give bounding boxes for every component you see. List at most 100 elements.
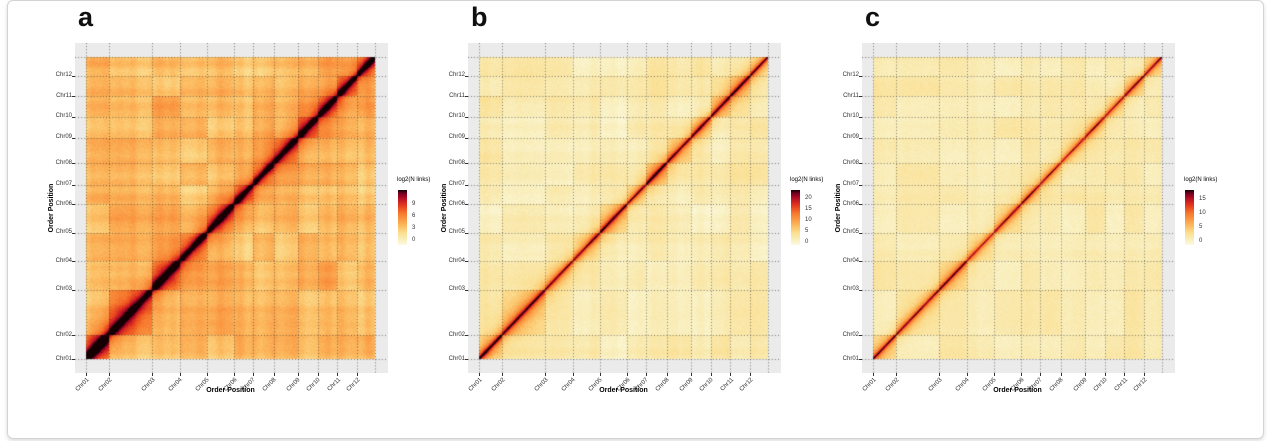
x-tick-mark [690,373,692,376]
y-tick-label: Chr08 [448,159,465,166]
x-tick-mark [337,373,339,376]
y-tick-label: Chr10 [55,113,72,120]
legend-tick-label: 3 [412,225,416,231]
legend-title-a: log2(N links) [397,177,431,183]
x-axis-title-a: Order Position [206,387,255,394]
x-tick-mark [108,373,110,376]
y-tick-label: Chr07 [448,181,465,188]
hic-heatmap-a [75,43,388,373]
panel-label-a: a [78,2,94,32]
y-tick-label: Chr12 [55,72,72,79]
legend-colorbar-b [791,190,800,245]
y-tick-label: Chr05 [55,229,72,236]
x-tick-mark [545,373,547,376]
panel-c: c Chr01 Chr01 Chr02 Chr02 Chr03 Chr03 Chr04 Chr… [827,0,1225,441]
legend-title-c: log2(N links) [1184,177,1218,183]
y-tick-label: Chr02 [842,331,859,338]
x-tick-mark [966,373,968,376]
x-tick-mark [666,373,668,376]
legend-tick-label: 10 [1199,210,1206,217]
y-tick-label: Chr09 [448,134,465,141]
x-tick-mark [895,373,897,376]
x-tick-mark [1039,373,1041,376]
panel-label-c: c [865,2,881,32]
x-tick-mark [1060,373,1062,376]
legend-tick-label: 0 [1199,238,1203,245]
y-tick-label: Chr09 [842,134,859,141]
y-tick-label: Chr08 [55,159,72,166]
hic-heatmap-b [468,43,781,373]
y-tick-label: Chr10 [842,113,859,120]
y-tick-label: Chr10 [448,113,465,120]
legend-tick-label: 5 [1199,224,1203,231]
legend-tick-label: 15 [805,206,812,213]
x-tick-mark [750,373,752,376]
legend-colorbar-a [398,190,407,245]
legend-title-b: log2(N links) [790,177,824,183]
x-axis-title-c: Order Position [993,387,1042,394]
x-tick-mark [317,373,319,376]
y-axis-title-a: Order Position [48,183,55,233]
panel-b: b Chr01 Chr01 Chr02 Chr02 Chr03 Chr03 Chr04 Chr… [433,0,831,441]
y-tick-label: Chr02 [448,331,465,338]
y-tick-label: Chr12 [448,72,465,79]
legend-tick-label: 15 [1199,196,1206,203]
y-tick-label: Chr02 [55,331,72,338]
y-tick-label: Chr07 [55,181,72,188]
x-tick-mark [993,373,995,376]
x-tick-mark [86,373,87,376]
x-tick-mark [599,373,601,376]
x-tick-mark [297,373,299,376]
panel-label-b: b [471,2,488,32]
legend-tick-label: 0 [805,238,809,245]
legend-tick-label: 9 [412,200,416,207]
x-tick-mark [1144,373,1146,376]
legend-tick-label: 0 [412,237,416,244]
y-tick-label: Chr06 [842,200,859,207]
y-tick-label: Chr12 [842,72,859,79]
y-tick-label: Chr04 [55,257,72,264]
x-tick-mark [1104,373,1106,376]
x-tick-mark [873,373,874,376]
x-tick-mark [939,373,941,376]
y-tick-label: Chr11 [56,92,72,99]
legend-tick-label: 5 [805,227,809,234]
hic-heatmap-c [862,43,1175,373]
x-tick-mark [206,373,208,376]
y-axis-title-b: Order Position [441,183,448,233]
x-tick-mark [710,373,712,376]
y-tick-label: Chr06 [448,200,465,207]
x-tick-mark [730,373,732,376]
x-tick-mark [479,373,480,376]
x-tick-mark [572,373,574,376]
panel-a: a Chr01 Chr01 Chr02 Chr02 Chr03 Chr03 Chr04 Chr… [40,0,438,441]
y-tick-label: Chr09 [55,134,72,141]
x-axis-title-b: Order Position [599,387,648,394]
y-tick-label: Chr03 [842,286,859,293]
legend-tick-label: 6 [412,212,416,219]
legend-a: log2(N links) 9 6 3 0 [397,177,443,252]
y-tick-label: Chr07 [842,181,859,188]
x-tick-mark [501,373,503,376]
y-tick-label: Chr06 [55,200,72,207]
y-tick-label: Chr05 [842,229,859,236]
y-tick-label: Chr01 [55,355,72,362]
x-tick-mark [626,373,628,376]
y-tick-label: Chr01 [842,355,859,362]
x-tick-mark [1124,373,1126,376]
y-tick-label: Chr03 [55,286,72,293]
y-tick-label: Chr01 [448,355,465,362]
x-tick-mark [273,373,275,376]
x-tick-mark [357,373,359,376]
legend-tick-label: 10 [805,217,812,223]
x-tick-mark [179,373,181,376]
x-tick-mark [645,373,647,376]
legend-colorbar-c [1185,190,1194,245]
y-tick-label: Chr05 [448,229,465,236]
x-tick-mark [252,373,254,376]
y-tick-label: Chr04 [842,257,859,264]
legend-b: log2(N links) 20 15 10 5 0 [790,177,836,252]
y-tick-label: Chr04 [448,257,465,264]
x-tick-mark [1020,373,1022,376]
legend-c: log2(N links) 15 10 5 0 [1184,177,1230,252]
